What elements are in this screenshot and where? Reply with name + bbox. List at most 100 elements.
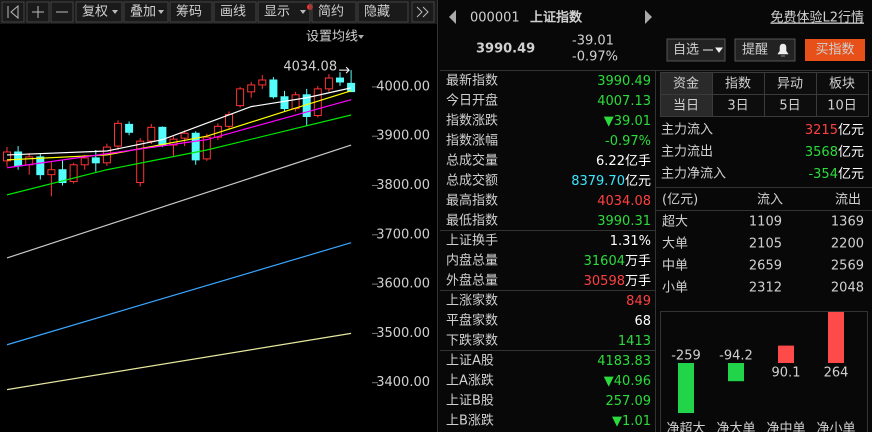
- watchlist-label: 自选: [673, 43, 699, 58]
- net-flow-bar: [828, 312, 844, 363]
- candle-body: [258, 79, 267, 86]
- bell-icon: [777, 43, 789, 57]
- dropdown-icon: [112, 10, 118, 14]
- kline-plot: [3, 70, 356, 391]
- candle-body: [125, 123, 134, 133]
- net-flow-category: 净小单: [816, 422, 855, 432]
- quote-value: 4007.13: [597, 94, 651, 109]
- candle-body: [69, 164, 78, 183]
- quote-value: ▼40.96: [604, 374, 651, 389]
- tab[interactable]: [816, 94, 869, 117]
- quote-label: 上证换手: [446, 234, 498, 249]
- flow-in: 1109: [749, 215, 782, 230]
- quote-number: 849: [626, 294, 651, 309]
- y-tick-label: 3700.00: [376, 227, 430, 242]
- y-tick-label: 3900.00: [376, 129, 430, 144]
- flow-table-header: 流入: [757, 193, 783, 208]
- quote-value: ▼39.01: [604, 114, 651, 129]
- quote-number: 4034.08: [597, 194, 651, 209]
- tab-label: 5日: [779, 99, 800, 114]
- buy-label: 买指数: [815, 43, 854, 58]
- high-marker-arrow: [339, 66, 350, 74]
- candle-body: [324, 77, 333, 90]
- y-tick-label: 3400.00: [376, 375, 430, 390]
- toolbar-button[interactable]: [357, 1, 409, 23]
- candle-body: [291, 94, 300, 110]
- net-flow-bar: [778, 345, 794, 363]
- quote-label: 上A涨跌: [446, 373, 494, 389]
- collapse-button[interactable]: [1, 1, 25, 23]
- dropdown-icon: [703, 47, 723, 53]
- quote-value: -0.97%: [605, 134, 651, 149]
- moving-average: [6, 99, 352, 169]
- toolbar-button[interactable]: [213, 1, 257, 23]
- toolbar-label: 复权: [82, 4, 108, 20]
- y-tick-label: 3800.00: [376, 178, 430, 193]
- quote-number: 6.22: [596, 154, 625, 169]
- toolbar-button[interactable]: [311, 1, 357, 23]
- toolbar-label: 显示: [264, 5, 290, 20]
- tab-label: 资金: [673, 76, 699, 92]
- expand-button[interactable]: [411, 1, 435, 23]
- quote-number: 4007.13: [597, 94, 651, 109]
- net-flow-category: 净超大: [666, 422, 705, 432]
- quote-value: 257.09: [606, 394, 652, 409]
- toolbar-label: 叠加: [130, 5, 156, 20]
- plus-icon: [32, 6, 44, 18]
- net-flow-bar: [728, 363, 744, 382]
- quote-label: 平盘家数: [446, 313, 498, 329]
- ma-settings[interactable]: 设置均线: [306, 30, 358, 45]
- quote-number: 3990.31: [597, 214, 651, 229]
- quote-value: 4183.83: [597, 354, 651, 369]
- quote-label: 最低指数: [446, 214, 498, 229]
- quote-value: 849: [626, 294, 651, 309]
- flow-row-label: 超大: [662, 215, 688, 230]
- candle-body: [36, 156, 45, 176]
- quote-number: 1413: [618, 334, 651, 349]
- moving-average: [6, 87, 352, 156]
- flow-number: 3568: [805, 145, 838, 160]
- toolbar-button[interactable]: [169, 1, 213, 23]
- y-tick-label: 3500.00: [376, 326, 430, 341]
- flow-number: 3215: [805, 123, 838, 138]
- flow-unit: 亿元: [838, 167, 864, 182]
- quote-label: 下跌家数: [446, 333, 498, 349]
- flow-out: 2569: [831, 259, 864, 274]
- toolbar-button[interactable]: [257, 1, 311, 23]
- quote-label: 上证A股: [446, 354, 494, 369]
- zoom-out-button[interactable]: [50, 1, 74, 23]
- toolbar-button[interactable]: [75, 1, 123, 23]
- candle-body: [158, 126, 167, 146]
- quote-number: 3990.49: [597, 74, 651, 89]
- candle-body: [247, 84, 256, 93]
- net-flow-bar: [678, 363, 694, 414]
- right-panel: [437, 0, 872, 432]
- tab-label: 指数: [725, 77, 751, 92]
- flow-row-label: 中单: [662, 259, 688, 274]
- alert-button[interactable]: [734, 38, 796, 62]
- quote-unit: 亿元: [625, 174, 651, 189]
- prev-stock[interactable]: [449, 10, 456, 24]
- watchlist-button[interactable]: [666, 38, 726, 62]
- quote-label: 上证B股: [446, 394, 494, 409]
- toolbar-button[interactable]: [123, 1, 169, 23]
- quote-value: 3990.49: [597, 74, 651, 89]
- zoom-in-button[interactable]: [26, 1, 50, 23]
- quote-value: ▼1.01: [612, 414, 651, 429]
- tab-label: 板块: [829, 77, 855, 92]
- stock-code: 000001: [470, 11, 520, 26]
- flow-row-label: 小单: [662, 281, 688, 296]
- net-flow-label: 90.1: [772, 366, 801, 381]
- quote-value: 8379.70亿元: [571, 174, 651, 189]
- net-flow-category: 净中单: [766, 422, 805, 432]
- flow-label: 主力净流入: [661, 167, 726, 182]
- next-stock[interactable]: [645, 10, 652, 24]
- l2-link[interactable]: 免费体验L2行情: [770, 10, 864, 26]
- candle-body: [280, 96, 289, 110]
- moving-average: [6, 90, 352, 161]
- flow-unit: 亿元: [838, 123, 864, 138]
- quote-number: ▼40.96: [604, 374, 651, 389]
- candle-body: [47, 169, 56, 176]
- buy-button[interactable]: [805, 39, 865, 61]
